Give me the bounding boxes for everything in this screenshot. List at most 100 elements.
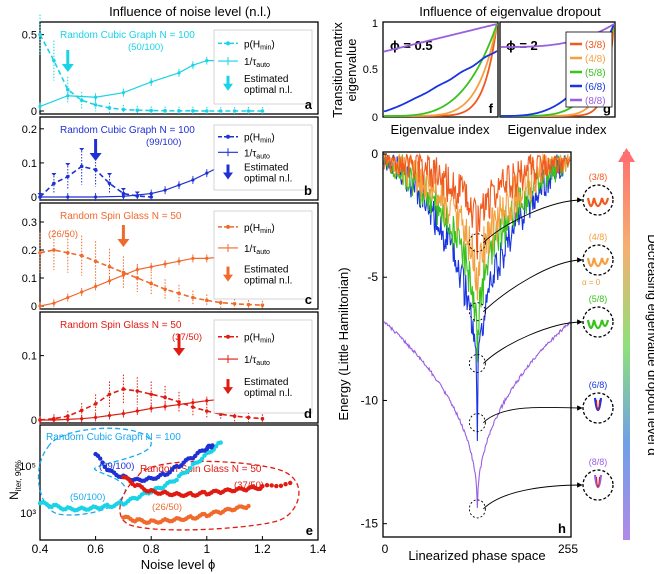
panel-a-title: Random Cubic Graph N = 100 [60,30,195,41]
p-point [107,392,112,397]
legend-opt-2: optimal n.l. [244,174,292,185]
e-ytick-lo: 10³ [20,508,36,520]
p-point [205,109,209,113]
p-point [163,287,167,292]
p-point [177,109,181,113]
inset-(3/8): (3/8) [483,172,614,244]
left-title: Influence of noise level (n.l.) [109,4,271,19]
e-label-26: (26/50) [152,502,182,513]
p-point [107,265,112,269]
top-ylabel-1: Transition matrix [330,22,345,118]
h-yticks: 0 -5 -10 -15 [361,147,387,531]
inset-connector [483,319,583,364]
minimum-circle [468,354,486,373]
e-label-37: (37/50) [234,480,264,491]
legend-opt-2: optimal n.l. [244,276,292,287]
xtick-label: 1.2 [254,542,271,556]
e-ylabel: Niter, 90% [7,460,23,500]
ytick-label: 0 [31,301,37,313]
tau-point [163,404,167,409]
e-label-rcg: Random Cubic Graph N = 100 [46,432,181,443]
legend-arrow-head [223,387,233,395]
inset-connector [483,197,583,244]
legend-opt-1: Estimated [244,163,288,174]
p-point [246,109,251,113]
panel-h: h 0 -5 -10 -15 0 255 Linearized phase space… [336,147,578,563]
inset-label: (5/8) [589,294,608,304]
tau-point [163,188,167,192]
p-marker [51,173,57,176]
p-point [246,302,251,307]
inset-(5/8): (5/8) [483,294,614,364]
inset-(4/8): (4/8) [483,232,614,313]
tau-point [149,265,153,269]
xtick-label: 0.4 [32,542,49,556]
inset-label: (6/8) [589,380,608,390]
legend-opt-1: Estimated [244,377,288,388]
panel-c-frame [39,202,319,310]
f-curves [383,23,498,117]
e-series [37,440,293,526]
p-point [232,414,237,418]
eig-curve-(6/8) [383,50,498,113]
minimum-circle [468,233,486,253]
tau-point [149,191,153,196]
tau-point [205,256,209,260]
optimal-nl-arrow-head [61,64,74,72]
tau-point [177,183,181,187]
e-point [278,483,284,489]
right-title: Influence of eigenvalue dropout [419,4,601,19]
p-point [52,181,56,186]
p-point [135,108,140,113]
inset-wave [593,397,603,412]
h-ytick-label: -5 [367,270,378,284]
tau-point [149,406,153,411]
p-marker [134,191,140,195]
energy-curve-(4/8) [383,152,571,301]
panel-b-sub: (99/100) [146,137,181,148]
legend-p-marker [226,134,230,139]
inset-wave [586,257,610,268]
p-point [93,103,98,107]
colorbar-label: Decreasing eigenvalue dropout level α [645,234,654,456]
e-point [218,440,223,445]
p-marker [65,163,71,166]
p-point [79,98,84,103]
f-xlabel: Eigenvalue index [390,122,490,137]
top-ytick-1: 1 [372,18,378,30]
tau-point [177,402,181,407]
panel-b: 0 0.1 0.2 Random Cubic Graph N = 100(99/100… [22,116,319,204]
legend-arrow-head [223,172,233,180]
minimum-circle [468,302,486,322]
e-point [260,483,265,489]
p-point [218,300,223,305]
tau-point [38,104,42,109]
p-point [177,291,181,296]
ytick-label: 0.1 [22,158,37,170]
ytick-label: 0 [31,415,37,427]
p-point [52,248,56,252]
p-point [149,281,153,286]
p-point [135,389,140,393]
e-point [264,482,270,488]
tau-point [205,399,209,403]
e-point [174,477,179,483]
h-ytick-label: -15 [361,517,379,531]
rsg-dashed-region [119,460,300,531]
h-xtick-0: 0 [382,542,389,556]
panel-c-letter: c [305,292,312,307]
energy-curve-(8/8) [383,321,571,508]
tau-point [177,259,181,263]
inset-label: (4/8) [589,232,608,242]
panel-e-frame [39,424,319,541]
minimum-circle [468,413,486,433]
e-point [213,444,219,449]
tau-point [38,304,42,308]
e-point [210,443,215,448]
p-point [52,58,56,63]
inset-connector [483,482,583,510]
h-ytick-label: 0 [371,147,378,161]
tau-point [191,401,195,405]
p-point [191,109,195,113]
top-ytick-0: 0 [372,112,378,124]
